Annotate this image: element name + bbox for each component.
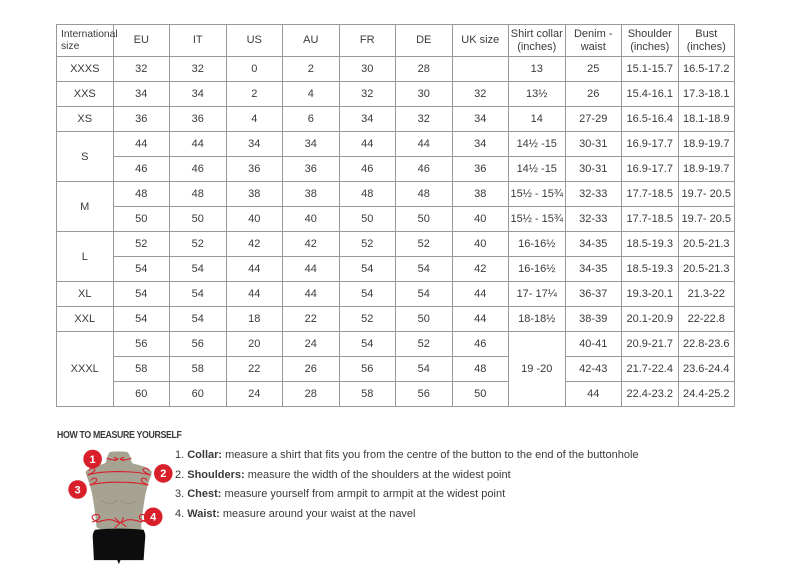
svg-text:4: 4 xyxy=(150,512,157,524)
svg-text:1: 1 xyxy=(90,454,96,466)
svg-text:3: 3 xyxy=(75,484,81,496)
svg-text:2: 2 xyxy=(160,468,166,480)
